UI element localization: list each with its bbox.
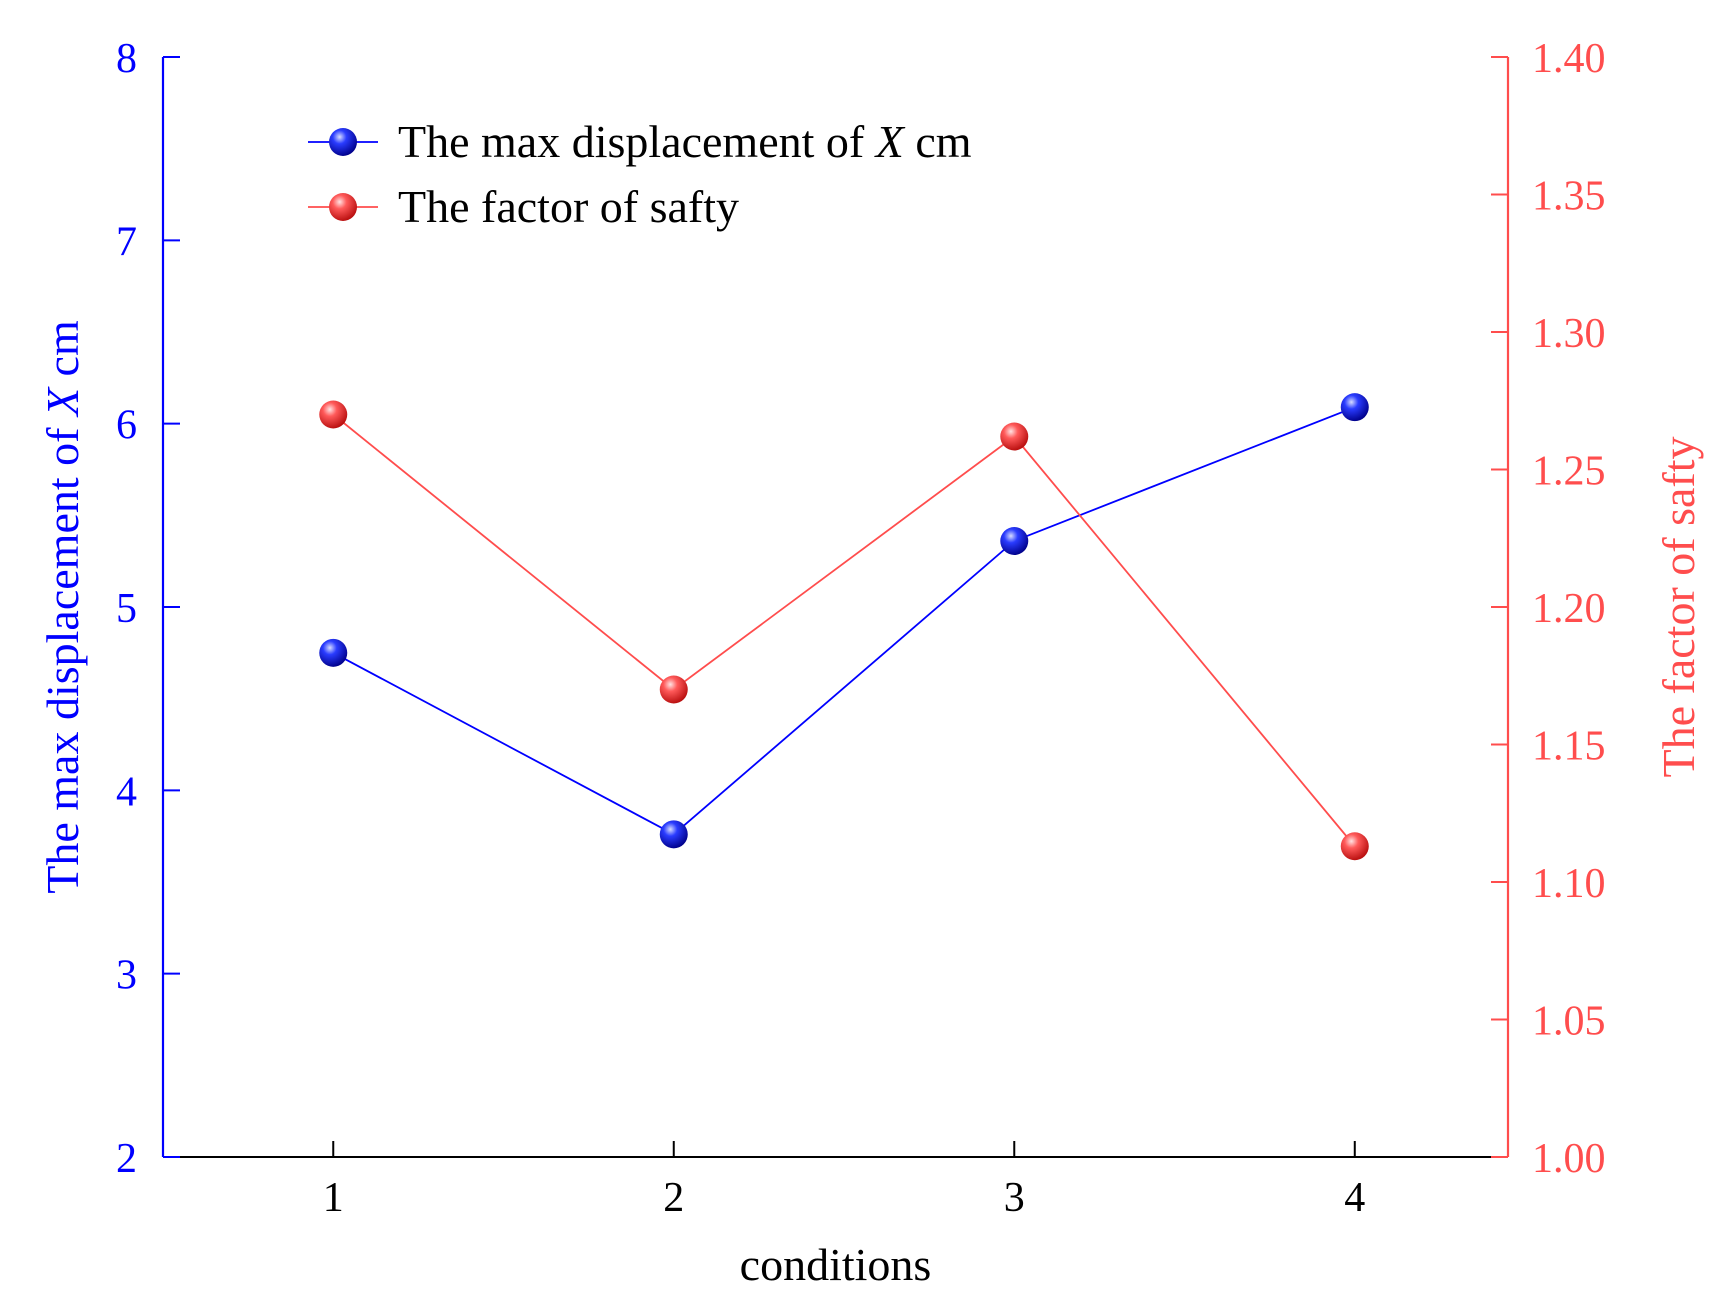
right-y-tick-label: 1.00 bbox=[1532, 1136, 1606, 1182]
left-y-tick-label: 2 bbox=[116, 1136, 137, 1182]
legend-label-text: The max displacement of bbox=[398, 116, 876, 167]
legend-label-variable: X bbox=[874, 116, 906, 167]
right-y-tick-label: 1.20 bbox=[1532, 586, 1606, 632]
series-layer bbox=[319, 393, 1369, 861]
x-tick-label: 4 bbox=[1344, 1175, 1365, 1221]
data-point bbox=[319, 400, 348, 429]
data-point bbox=[319, 638, 348, 667]
right-y-tick-label: 1.40 bbox=[1532, 36, 1606, 82]
data-point bbox=[1340, 832, 1369, 861]
series-line bbox=[332, 406, 1356, 836]
series-max-displacement bbox=[319, 393, 1369, 849]
legend-marker bbox=[329, 128, 357, 156]
data-point bbox=[1000, 527, 1029, 555]
legend-label-unit: cm bbox=[904, 116, 972, 167]
data-point bbox=[659, 675, 688, 704]
series-line bbox=[332, 413, 1356, 847]
left-y-axis-title-variable: X bbox=[37, 386, 88, 418]
right-y-tick-label: 1.10 bbox=[1532, 861, 1606, 907]
data-point bbox=[1000, 422, 1029, 451]
x-axis-title: conditions bbox=[740, 1239, 932, 1290]
left-y-tick-label: 5 bbox=[116, 586, 137, 632]
left-y-axis-title-unit: cm bbox=[37, 320, 88, 388]
right-y-tick-label: 1.05 bbox=[1532, 999, 1606, 1045]
data-point bbox=[1340, 393, 1369, 422]
left-y-tick-label: 3 bbox=[116, 953, 137, 999]
left-y-tick-label: 4 bbox=[116, 769, 137, 815]
legend-item: The max displacement of X cm bbox=[308, 116, 972, 167]
legend-label: The factor of safty bbox=[398, 181, 739, 232]
data-point bbox=[659, 820, 688, 849]
axes: 1 2 3 4 conditions 2 3 4 5 6 7 8 1.00 1.05 1.10 1.15 1.2… bbox=[37, 36, 1704, 1290]
right-y-tick-label: 1.25 bbox=[1532, 449, 1606, 495]
legend-item: The factor of safty bbox=[308, 181, 739, 232]
left-y-tick-label: 6 bbox=[116, 403, 137, 449]
right-y-tick-label: 1.35 bbox=[1532, 174, 1606, 220]
right-y-axis-title: The factor of safty bbox=[1653, 436, 1704, 777]
x-tick-label: 3 bbox=[1004, 1175, 1025, 1221]
legend-marker bbox=[329, 193, 357, 221]
x-tick-label: 2 bbox=[663, 1175, 684, 1221]
legend-label: The max displacement of X cm bbox=[398, 116, 972, 167]
legend-label-text: The factor of safty bbox=[398, 181, 739, 232]
right-y-tick-label: 1.15 bbox=[1532, 724, 1606, 770]
legend: The max displacement of X cm The factor o… bbox=[308, 116, 972, 232]
x-tick-label: 1 bbox=[323, 1175, 344, 1221]
right-y-tick-label: 1.30 bbox=[1532, 311, 1606, 357]
left-y-tick-label: 7 bbox=[116, 219, 137, 265]
left-y-axis-title: The max displacement of X cm bbox=[37, 320, 88, 894]
left-y-tick-label: 8 bbox=[116, 36, 137, 82]
left-y-axis-title-text: The max displacement of bbox=[37, 416, 88, 894]
series-factor-of-safety bbox=[319, 400, 1369, 861]
